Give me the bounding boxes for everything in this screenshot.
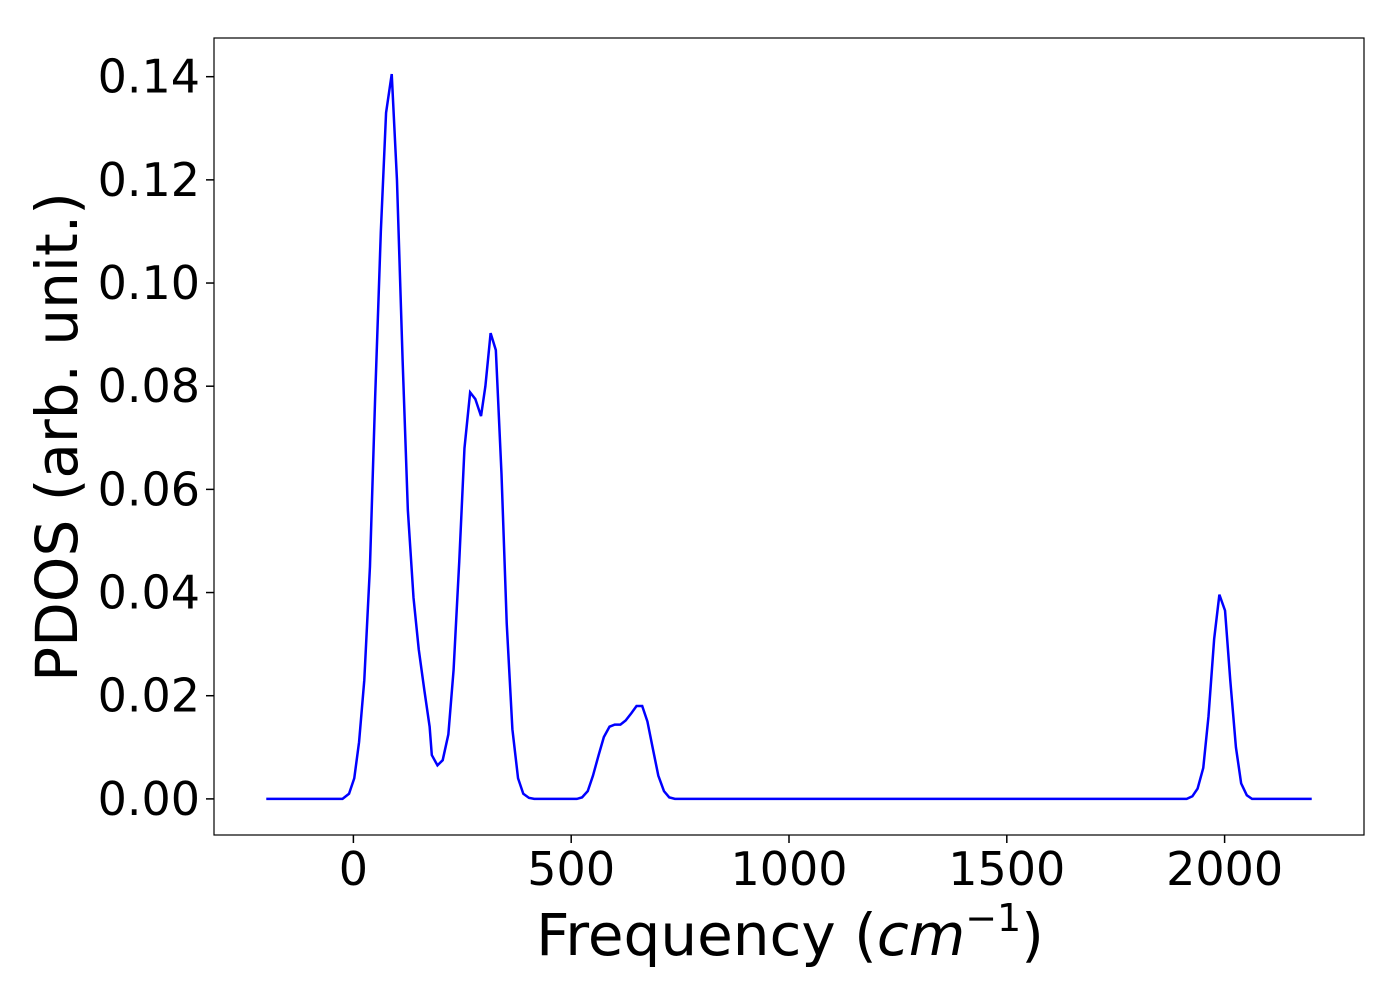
x-axis-label: Frequency (cm−1) — [536, 896, 1044, 969]
y-tick-label: 0.10 — [98, 256, 200, 310]
x-tick-label: 1500 — [948, 842, 1065, 896]
y-tick-label: 0.00 — [98, 772, 200, 826]
plot-frame — [213, 37, 1365, 836]
x-tick-label: 0 — [339, 842, 368, 896]
x-tick-label: 500 — [527, 842, 615, 896]
y-tick-label: 0.04 — [98, 566, 200, 620]
y-tick-label: 0.06 — [98, 462, 200, 516]
line — [266, 73, 1312, 801]
y-tick-label: 0.08 — [98, 359, 200, 413]
y-tick-label: 0.02 — [98, 669, 200, 723]
y-tick-label: 0.12 — [98, 153, 200, 207]
y-axis-label: PDOS (arb. unit.) — [23, 192, 91, 682]
x-tick-label: 2000 — [1166, 842, 1283, 896]
y-tick-label: 0.14 — [98, 50, 200, 104]
x-tick-label: 1000 — [730, 842, 847, 896]
